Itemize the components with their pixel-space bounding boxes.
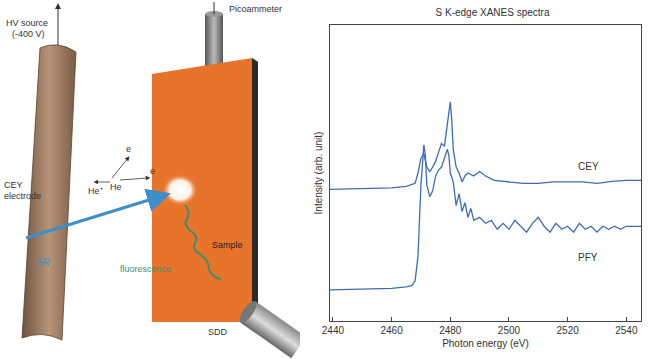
svg-text:2500: 2500 [498, 325, 521, 336]
svg-text:Intensity (arb. unit): Intensity (arb. unit) [313, 132, 324, 215]
svg-text:PFY: PFY [578, 252, 598, 263]
svg-text:SDD: SDD [208, 327, 228, 337]
svg-text:Picoammeter: Picoammeter [229, 4, 282, 14]
svg-text:2480: 2480 [439, 325, 462, 336]
svg-text:SR: SR [36, 257, 50, 268]
svg-text:e: e [150, 166, 155, 176]
svg-text:2520: 2520 [557, 325, 580, 336]
svg-text:e: e [126, 144, 131, 154]
svg-text:2540: 2540 [615, 325, 638, 336]
svg-text:He: He [110, 182, 122, 192]
svg-text:S K-edge XANES spectra: S K-edge XANES spectra [436, 7, 550, 18]
svg-text:Sample: Sample [212, 240, 243, 250]
svg-text:2440: 2440 [322, 325, 345, 336]
svg-text:Photon energy (eV): Photon energy (eV) [442, 338, 529, 349]
svg-text:electrode: electrode [4, 191, 41, 201]
svg-text:CEY: CEY [578, 161, 599, 172]
svg-text:fluorescence: fluorescence [120, 264, 171, 274]
svg-text:(-400 V): (-400 V) [12, 29, 45, 39]
svg-text:CEY: CEY [4, 180, 23, 190]
svg-text:He⁺: He⁺ [88, 186, 103, 196]
svg-text:HV source: HV source [6, 18, 48, 28]
svg-text:2460: 2460 [380, 325, 403, 336]
